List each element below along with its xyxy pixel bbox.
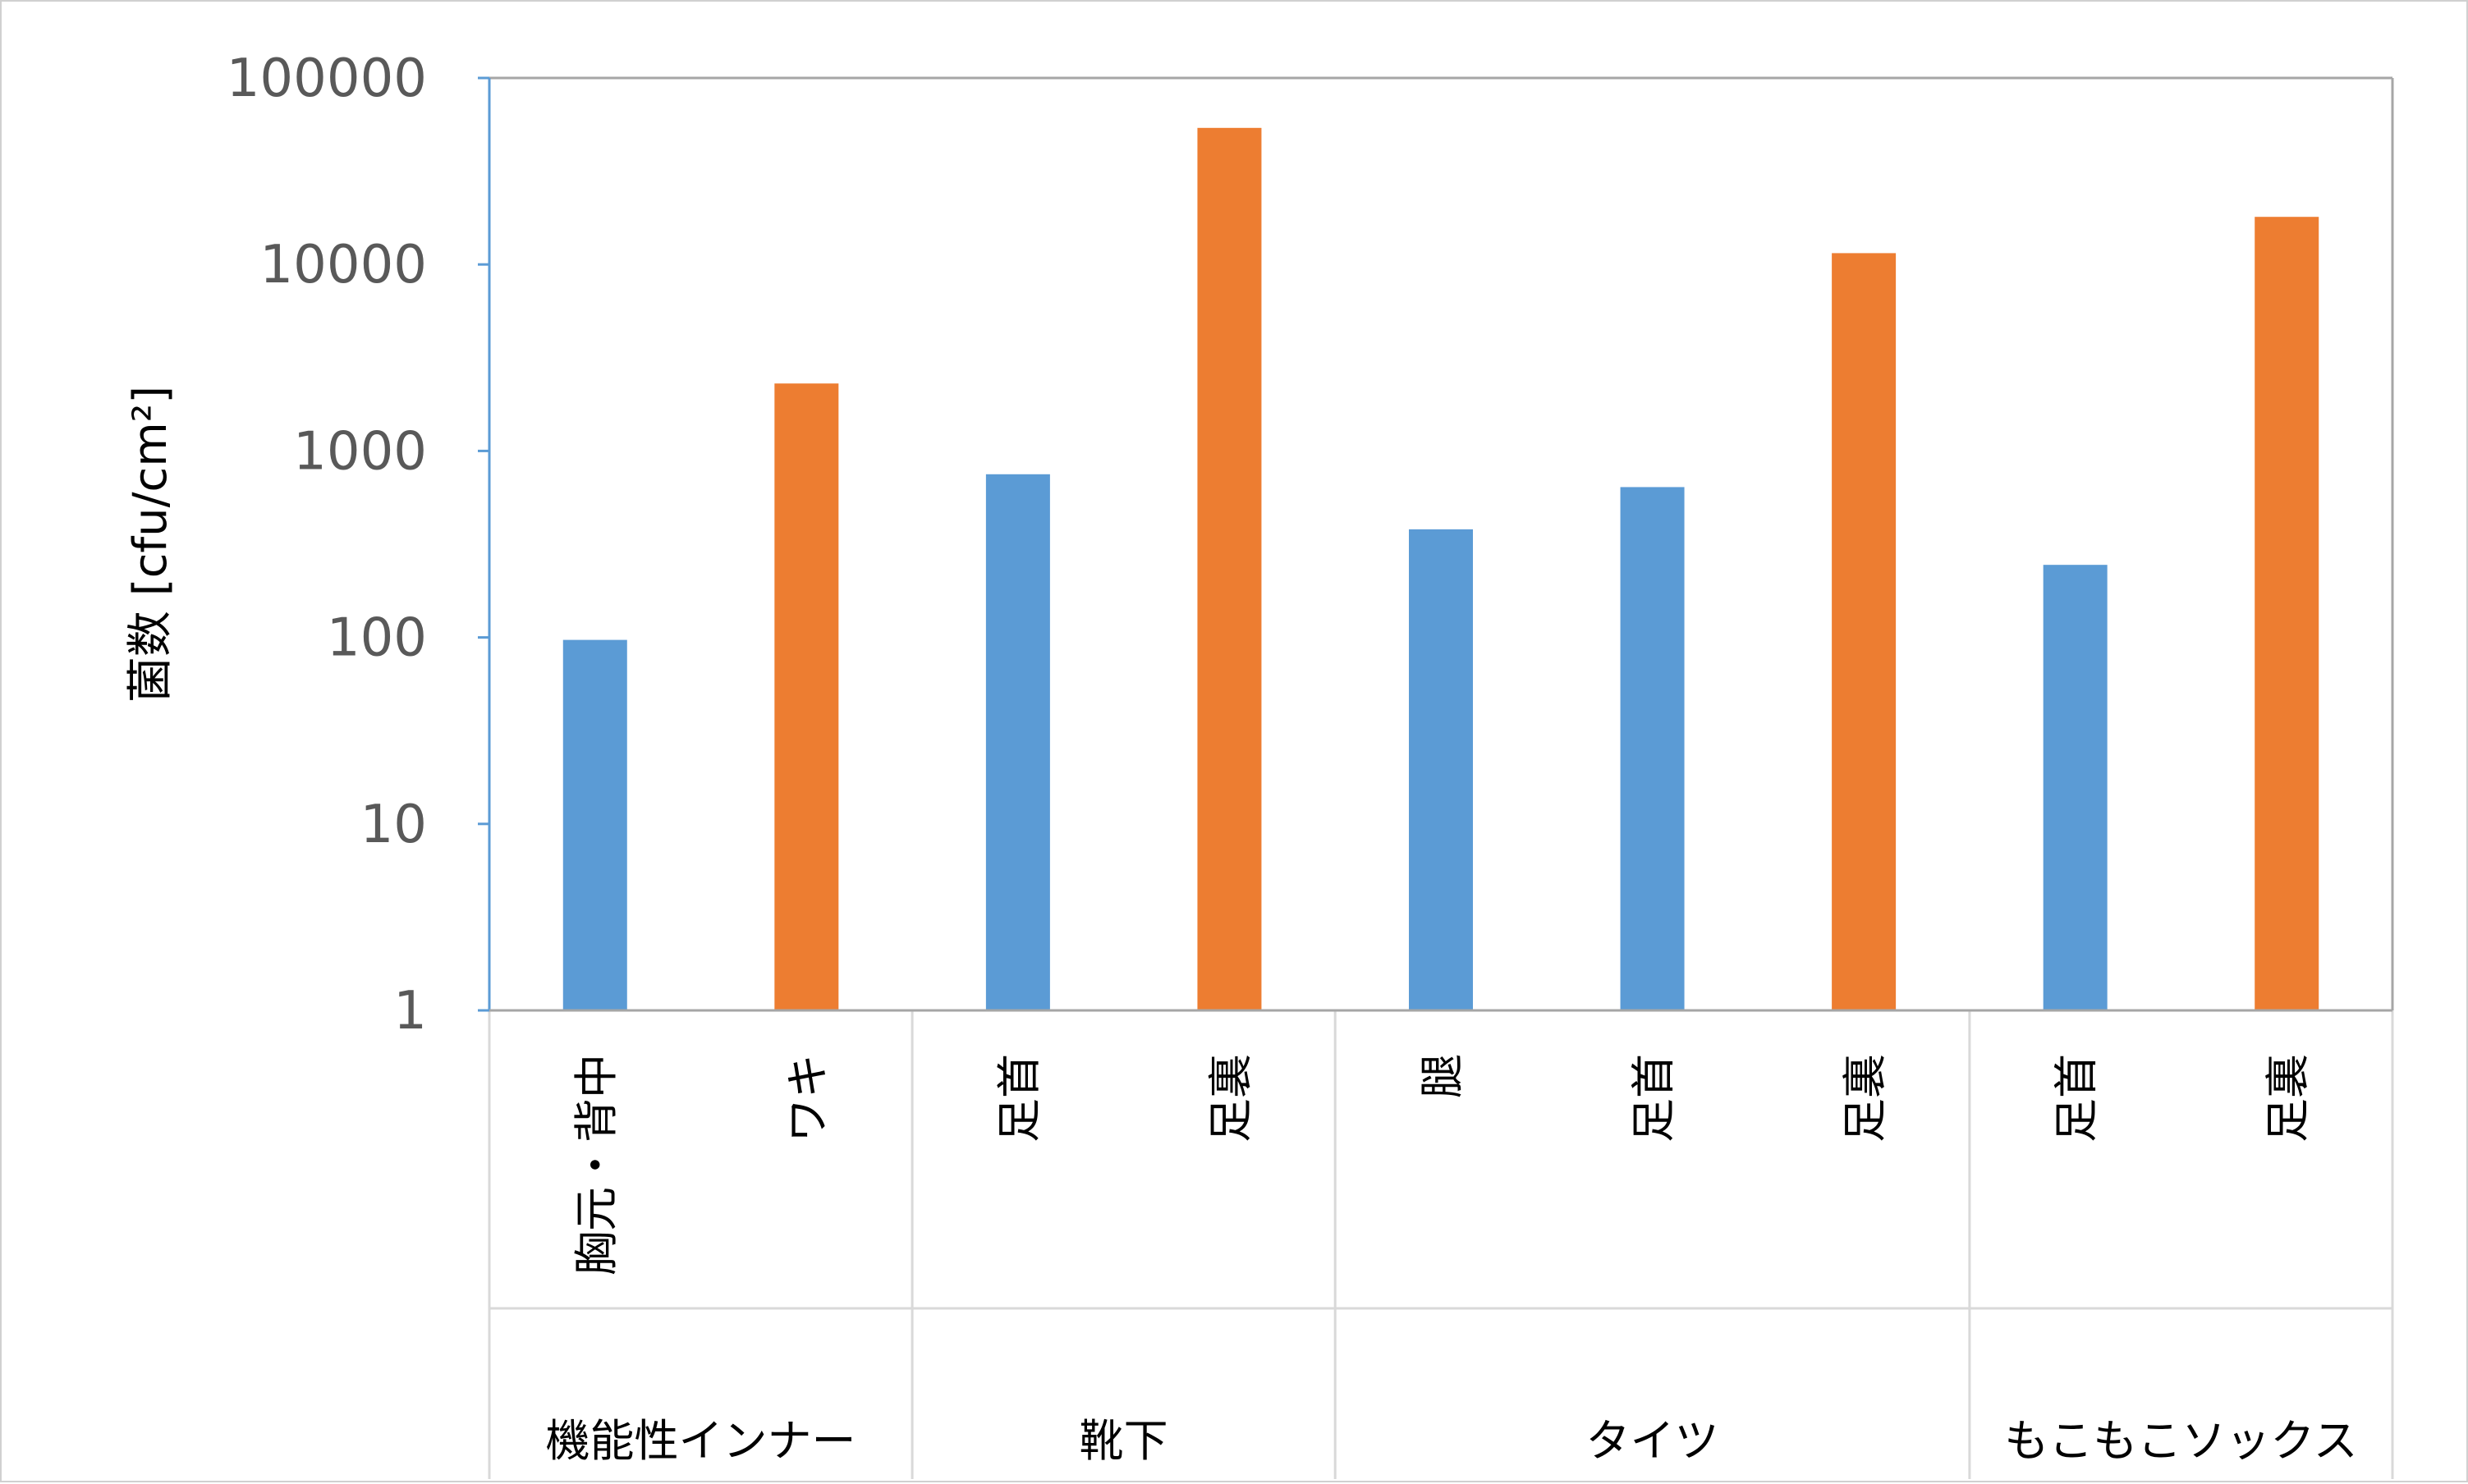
y-tick-label: 1 bbox=[393, 981, 427, 1042]
group-label: タイツ bbox=[1586, 1415, 1719, 1467]
category-label: 足首 bbox=[993, 1054, 1045, 1143]
category-label: 足首 bbox=[1628, 1054, 1680, 1143]
category-label: 足裏 bbox=[2262, 1054, 2314, 1143]
y-tick-label: 100000 bbox=[227, 48, 427, 109]
bar bbox=[1832, 253, 1897, 1011]
group-label: 機能性インナー bbox=[546, 1415, 856, 1467]
bar bbox=[1409, 529, 1473, 1010]
category-label: 腿 bbox=[1416, 1054, 1468, 1098]
bar bbox=[1197, 127, 1262, 1010]
y-tick-label: 10 bbox=[360, 795, 427, 855]
bar bbox=[2255, 217, 2319, 1010]
bar bbox=[985, 474, 1050, 1010]
bar bbox=[1620, 487, 1685, 1010]
bar bbox=[562, 639, 627, 1010]
y-tick-label: 100 bbox=[327, 608, 427, 669]
category-label: 足裏 bbox=[1204, 1054, 1256, 1143]
group-label: もこもこソックス bbox=[2004, 1415, 2357, 1467]
bar bbox=[774, 383, 839, 1010]
category-label: ワキ bbox=[782, 1054, 833, 1143]
y-tick-label: 10000 bbox=[259, 235, 427, 295]
y-tick-label: 1000 bbox=[293, 421, 427, 482]
category-label: 足首 bbox=[2051, 1054, 2103, 1143]
group-label: 靴下 bbox=[1080, 1415, 1168, 1467]
y-axis-title: 菌数 [cfu/cm²] bbox=[124, 386, 177, 703]
bar bbox=[2043, 565, 2108, 1010]
category-label: 胸元・背中 bbox=[571, 1054, 622, 1276]
category-label: 足裏 bbox=[1839, 1054, 1891, 1143]
